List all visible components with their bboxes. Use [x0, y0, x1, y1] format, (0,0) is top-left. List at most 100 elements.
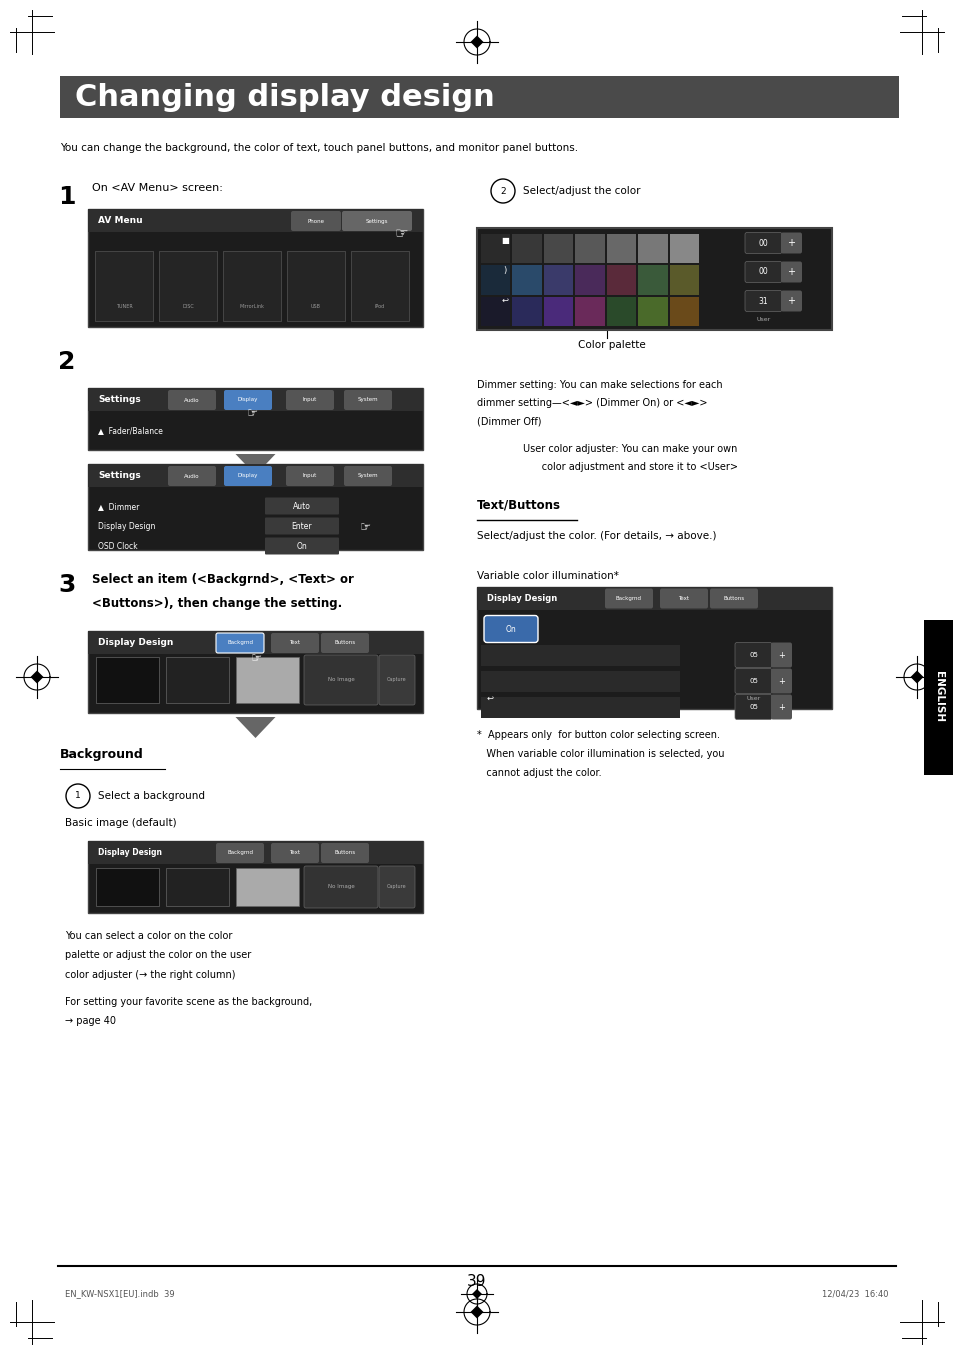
FancyBboxPatch shape — [378, 867, 415, 909]
Text: Select an item (<Backgrnd>, <Text> or: Select an item (<Backgrnd>, <Text> or — [91, 573, 354, 586]
Text: palette or adjust the color on the user: palette or adjust the color on the user — [65, 951, 251, 960]
FancyBboxPatch shape — [744, 261, 781, 283]
Text: ▲  Dimmer: ▲ Dimmer — [98, 502, 139, 512]
Text: Capture: Capture — [387, 884, 406, 890]
FancyBboxPatch shape — [781, 233, 801, 253]
Text: Text/Buttons: Text/Buttons — [476, 498, 560, 512]
Bar — [543, 297, 573, 326]
Text: 3: 3 — [58, 573, 75, 597]
Text: For setting your favorite scene as the background,: For setting your favorite scene as the b… — [65, 998, 312, 1007]
Text: 00: 00 — [758, 268, 767, 276]
Text: Select/adjust the color. (For details, → above.): Select/adjust the color. (For details, →… — [476, 531, 716, 540]
Bar — [166, 868, 229, 906]
Text: ■: ■ — [500, 236, 508, 245]
Text: Backgrnd: Backgrnd — [227, 640, 253, 646]
Text: 05: 05 — [748, 653, 757, 658]
Text: Audio: Audio — [184, 474, 199, 478]
Bar — [480, 670, 679, 692]
Text: 00: 00 — [758, 238, 767, 248]
Text: Input: Input — [302, 474, 316, 478]
Text: Variable color illumination*: Variable color illumination* — [476, 570, 618, 581]
Text: AV Menu: AV Menu — [98, 217, 143, 225]
Text: Text: Text — [289, 640, 300, 646]
Polygon shape — [470, 1305, 483, 1319]
Bar — [88, 464, 422, 487]
Text: ↩: ↩ — [486, 695, 494, 703]
Bar — [88, 209, 422, 232]
Text: +: + — [786, 267, 795, 278]
Bar — [638, 265, 667, 295]
Text: Text: Text — [678, 596, 689, 601]
Bar — [480, 234, 510, 263]
Bar — [480, 297, 510, 326]
FancyBboxPatch shape — [286, 466, 334, 486]
Bar — [95, 250, 152, 321]
Text: 12/04/23  16:40: 12/04/23 16:40 — [821, 1289, 888, 1298]
Text: dimmer setting—<◄►> (Dimmer On) or <◄►>: dimmer setting—<◄►> (Dimmer On) or <◄►> — [476, 398, 707, 409]
Bar — [669, 265, 699, 295]
Polygon shape — [235, 718, 275, 738]
Text: 2: 2 — [58, 349, 75, 374]
Text: ): ) — [503, 265, 506, 275]
Text: Display: Display — [237, 474, 258, 478]
FancyBboxPatch shape — [770, 695, 791, 719]
Text: No Image: No Image — [327, 677, 354, 682]
Bar — [96, 868, 159, 906]
Text: iPod: iPod — [375, 305, 385, 309]
FancyBboxPatch shape — [483, 616, 537, 643]
Text: 31: 31 — [758, 297, 767, 306]
Bar — [166, 657, 229, 703]
Text: Display Design: Display Design — [486, 593, 557, 603]
Bar — [88, 389, 422, 412]
Text: Backgrnd: Backgrnd — [227, 850, 253, 856]
Text: ☞: ☞ — [394, 226, 407, 241]
FancyBboxPatch shape — [604, 589, 652, 608]
FancyBboxPatch shape — [781, 291, 801, 311]
FancyBboxPatch shape — [291, 211, 340, 232]
Bar — [512, 297, 541, 326]
Text: Enter: Enter — [292, 523, 312, 532]
Text: (Dimmer Off): (Dimmer Off) — [476, 417, 541, 427]
FancyBboxPatch shape — [271, 844, 318, 862]
Polygon shape — [235, 454, 275, 475]
Bar — [88, 631, 422, 654]
Text: Basic image (default): Basic image (default) — [65, 818, 176, 829]
Text: MirrorLink: MirrorLink — [239, 305, 264, 309]
Text: 1: 1 — [75, 792, 81, 800]
Text: Settings: Settings — [98, 395, 141, 403]
FancyBboxPatch shape — [344, 390, 392, 410]
Text: 05: 05 — [748, 704, 757, 709]
Bar — [159, 250, 216, 321]
Text: +: + — [778, 650, 784, 659]
Text: Buttons: Buttons — [335, 640, 355, 646]
Text: → page 40: → page 40 — [65, 1017, 116, 1026]
FancyBboxPatch shape — [215, 634, 264, 653]
Bar — [543, 234, 573, 263]
Text: TUNER: TUNER — [115, 305, 132, 309]
Polygon shape — [30, 670, 44, 684]
FancyBboxPatch shape — [378, 655, 415, 705]
FancyBboxPatch shape — [215, 844, 264, 862]
FancyBboxPatch shape — [224, 466, 272, 486]
Bar — [575, 234, 604, 263]
FancyBboxPatch shape — [224, 390, 272, 410]
Text: 1: 1 — [58, 185, 75, 209]
Text: Auto: Auto — [293, 502, 311, 512]
FancyBboxPatch shape — [781, 261, 801, 283]
FancyBboxPatch shape — [265, 497, 338, 515]
Text: Background: Background — [60, 747, 144, 761]
Text: cannot adjust the color.: cannot adjust the color. — [476, 768, 601, 777]
Bar — [606, 234, 636, 263]
Text: ☞: ☞ — [247, 408, 258, 421]
Text: Select/adjust the color: Select/adjust the color — [522, 185, 639, 196]
Bar — [480, 265, 510, 295]
FancyBboxPatch shape — [304, 655, 377, 705]
Text: Input: Input — [302, 398, 316, 402]
Bar — [923, 620, 953, 774]
Text: +: + — [786, 297, 795, 306]
Bar — [235, 657, 298, 703]
Text: Audio: Audio — [184, 398, 199, 402]
Bar — [287, 250, 345, 321]
Bar — [480, 696, 679, 718]
Text: color adjustment and store it to <User>: color adjustment and store it to <User> — [522, 462, 738, 473]
